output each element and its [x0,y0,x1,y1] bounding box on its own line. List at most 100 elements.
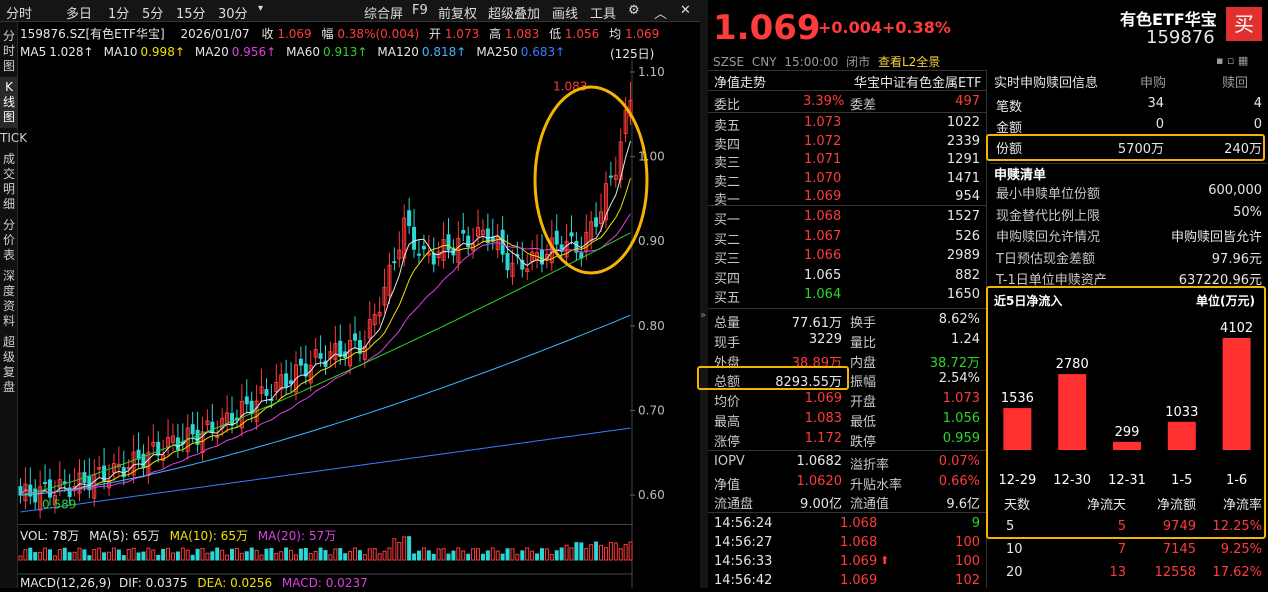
buy-button[interactable]: 买 [1226,7,1262,41]
candle-body [77,472,82,494]
inflow-table: 天数 净流天 净流额 净流率 5 5 9749 12.25% 10 7 7145 9.25% 20 13 1… [990,492,1268,588]
level-label: 买一 [714,213,741,228]
pcf-row-value: 97.96元 [1211,251,1262,267]
forward-adjust-button[interactable]: 前复权 [438,7,478,22]
volume-bar [397,542,402,561]
collapse-arrow-icon[interactable]: » [700,310,707,321]
volume-bar [372,548,377,561]
price-tick-label: 0.90 [638,234,665,248]
volume-bar [318,547,323,561]
inflow-category-label: 1-6 [1226,473,1247,488]
candle-body [38,486,43,511]
volume-bar [136,552,141,561]
volume-bar [126,548,131,561]
volume-bar [367,548,372,561]
bid-row[interactable]: 买五 1.064 1650 [708,287,986,306]
pcf-row-label: 最小申赎单位份额 [996,187,1101,202]
candle-body [441,239,446,261]
candle-body [559,244,564,252]
ask-row[interactable]: 卖二 1.070 1471 [708,171,986,190]
l2-link[interactable]: 查看L2全景 [877,55,941,69]
panel-splitter[interactable] [700,0,708,588]
volume-bar [308,553,313,561]
tab-15min[interactable]: 15分 [176,7,206,22]
price-change-pct: +0.38% [882,18,951,37]
sidebar-item-depth[interactable]: 深度资料 [2,269,15,328]
ma-legend-ma10: MA10 [103,45,138,59]
tab-5min[interactable]: 5分 [142,7,164,22]
volume-bar [97,547,102,561]
level-label: 买二 [714,232,741,248]
open-value: 1.073 [444,27,480,41]
volume-bar [402,536,407,561]
pcf-row-label: T-1日单位申赎资产 [996,273,1107,288]
candle-body [87,476,92,491]
volume-bar [500,553,505,561]
candle-body [377,311,382,317]
period-label[interactable]: (125日) [610,47,655,61]
draw-line-button[interactable]: 画线 [552,7,579,22]
candle-body [190,424,195,435]
bid-row[interactable]: 买三 1.066 2989 [708,248,986,267]
nav-trend-tab[interactable]: 净值走势 [714,76,767,91]
ask-row[interactable]: 卖四 1.072 2339 [708,134,986,153]
ask-row[interactable]: 卖一 1.069 954 [708,189,986,208]
volume-bar [628,541,633,561]
candle-body [136,449,141,460]
volume-bar [579,542,584,561]
ask-row[interactable]: 卖五 1.073 1022 [708,115,986,134]
sidebar-item-kline[interactable]: K线图 [0,77,18,128]
bid-row[interactable]: 买二 1.067 526 [708,229,986,248]
chart-toolbar: 分时 多日 1分 5分 15分 30分 ▾ 综合屏 F9 前复权 超级叠加 画线… [0,0,700,22]
chevron-up-icon[interactable]: ︿ [654,7,668,22]
ask-row[interactable]: 卖三 1.071 1291 [708,152,986,171]
tools-button[interactable]: 工具 [590,7,617,22]
kline-chart[interactable]: 159876.SZ[有色ETF华宝] 2026/01/07 收 1.069 幅 … [18,22,700,590]
volume-bar [530,550,535,561]
sidebar-item-price-table[interactable]: 分价表 [2,218,15,262]
tab-1min[interactable]: 1分 [108,7,130,22]
stat-value: 1.056 [942,411,980,426]
volume-bar [451,550,456,561]
gear-icon[interactable]: ⚙ [628,3,640,18]
inflow-bar-label: 299 [1115,425,1140,440]
candle-body [466,235,471,248]
tab-multi-day[interactable]: 多日 [66,7,93,22]
level-label: 卖一 [714,193,741,208]
combo-screen-button[interactable]: 综合屏 [364,7,404,22]
low-mark-label: 0.589 [42,497,76,511]
sidebar-item-tick[interactable]: TICK [0,131,28,145]
ma-line [20,140,631,496]
tab-30min[interactable]: 30分 [218,7,248,22]
volume-bar [515,553,520,561]
level-volume: 1291 [946,152,980,167]
inflow-table-header: 净流额 [1156,498,1196,513]
toolbar-icons[interactable]: ▪ ▫ ▦ [1216,54,1249,67]
sidebar-item-timeshare[interactable]: 分时图 [2,29,15,73]
candle-body [421,245,426,250]
volume-bar [353,547,358,561]
volume-bar [185,549,190,561]
stat-value: 1.069 [804,391,842,407]
more-periods-icon[interactable]: ▾ [258,3,264,14]
stat-label: 溢折率 [850,458,890,473]
volume-bar [510,548,515,561]
inflow-category-label: 12-30 [1053,473,1091,488]
sidebar-item-replay[interactable]: 超级复盘 [2,335,15,394]
stat-label: 开盘 [850,395,877,411]
stat-value: 1.083 [804,411,842,426]
volume-bar [82,549,87,561]
tab-minute[interactable]: 分时 [6,7,33,22]
sidebar-item-deals[interactable]: 成交明细 [2,152,15,211]
bid-row[interactable]: 买四 1.065 882 [708,268,986,287]
close-icon[interactable]: ✕ [680,3,691,18]
volume-bar [323,550,328,561]
tick-time: 14:56:27 [714,535,773,550]
inflow-table-cell: 5 [1117,519,1126,534]
tick-time: 14:56:42 [714,573,773,588]
volume-bar [608,542,613,561]
super-overlay-button[interactable]: 超级叠加 [488,7,541,22]
f9-button[interactable]: F9 [412,3,428,18]
bid-row[interactable]: 买一 1.068 1527 [708,209,986,228]
close-label: 收 [261,27,274,41]
